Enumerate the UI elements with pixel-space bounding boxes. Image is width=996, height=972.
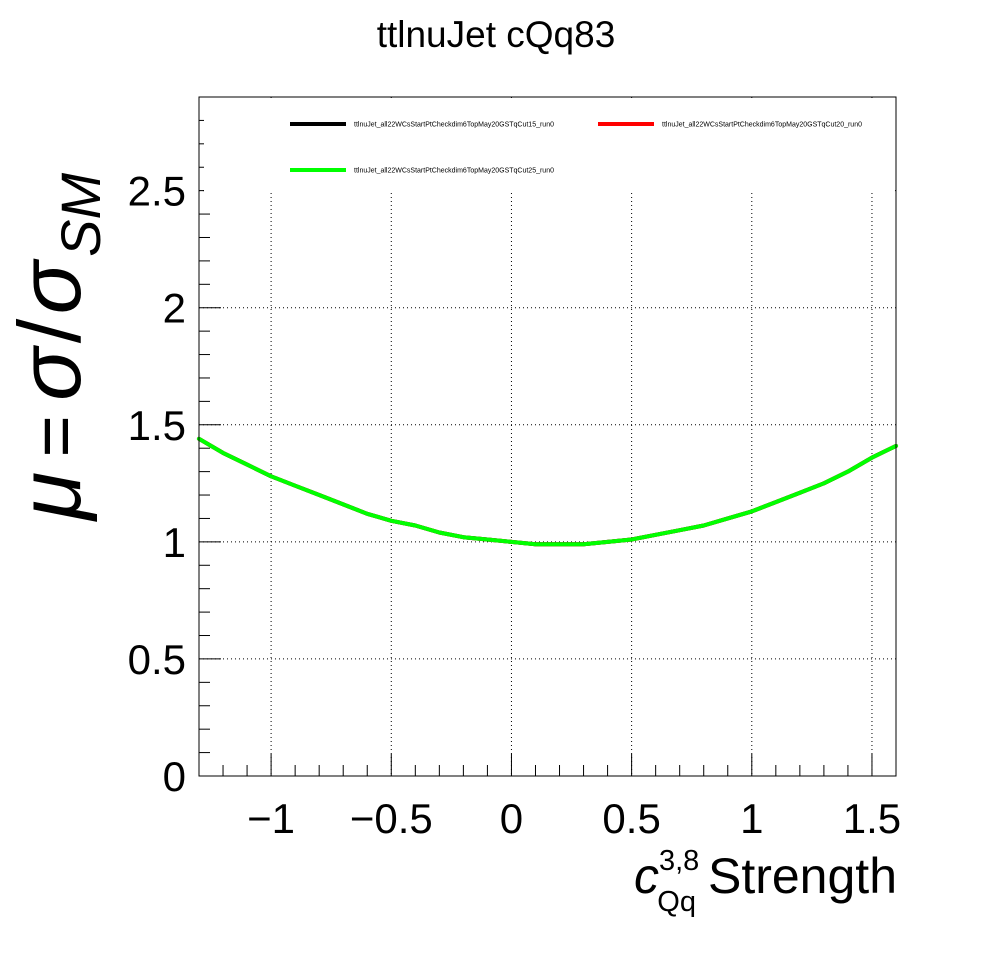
legend-label-1: ttlnuJet_all22WCsStartPtCheckdim6TopMay2… [662, 122, 862, 129]
y-tick-label: 2 [163, 285, 186, 332]
x-tick-label: −0.5 [350, 795, 433, 842]
x-axis-label-text: Strength [708, 848, 897, 904]
y-axis-label: μ = σ / σ SM [0, 173, 112, 522]
y-tick-label: 0.5 [128, 636, 186, 683]
plot-frame [198, 96, 897, 777]
x-axis-label-subscript: Qq [657, 886, 696, 918]
x-tick-label: 0.5 [602, 795, 660, 842]
y-tick-label: 1 [163, 519, 186, 566]
y-axis-label-sigma: σ [0, 345, 99, 401]
series-line-0 [197, 436, 898, 547]
x-tick-label: 1.5 [843, 795, 901, 842]
y-tick-label: 1.5 [128, 402, 186, 449]
series-group [197, 436, 898, 547]
grid [199, 97, 896, 777]
series-line-1 [197, 436, 898, 547]
x-tick-label: −1 [247, 795, 295, 842]
ticks [198, 119, 897, 777]
chart-title: ttlnuJet cQq83 [377, 14, 616, 55]
y-axis-label-mu: μ [0, 472, 99, 522]
y-axis-label-equals: = [16, 415, 96, 457]
legend-label-2: ttlnuJet_all22WCsStartPtCheckdim6TopMay2… [354, 168, 554, 175]
series-line-2 [197, 436, 898, 547]
x-tick-label: 1 [740, 795, 763, 842]
x-axis-label: c3,8 Qq Strength [634, 845, 897, 918]
legend: ttlnuJet_all22WCsStartPtCheckdim6TopMay2… [204, 100, 894, 192]
y-axis-label-slash: / [0, 318, 99, 343]
legend-box [204, 100, 894, 192]
x-tick-label: 0 [500, 795, 523, 842]
y-axis-label-sigma-sm: σ [0, 258, 99, 314]
y-tick-label: 0 [163, 753, 186, 800]
svg-text:μ = σ /: μ = σ / σ SM [0, 173, 112, 522]
x-axis-label-symbol: c [634, 848, 659, 904]
legend-label-0: ttlnuJet_all22WCsStartPtCheckdim6TopMay2… [354, 122, 554, 129]
x-axis-label-superscript: 3,8 [659, 845, 699, 877]
y-tick-label: 2.5 [128, 168, 186, 215]
tick-labels: −1 −0.5 0 0.5 1 1.5 0 0.5 1 1.5 2 2.5 [128, 168, 902, 842]
y-axis-label-subscript: SM [49, 173, 112, 257]
